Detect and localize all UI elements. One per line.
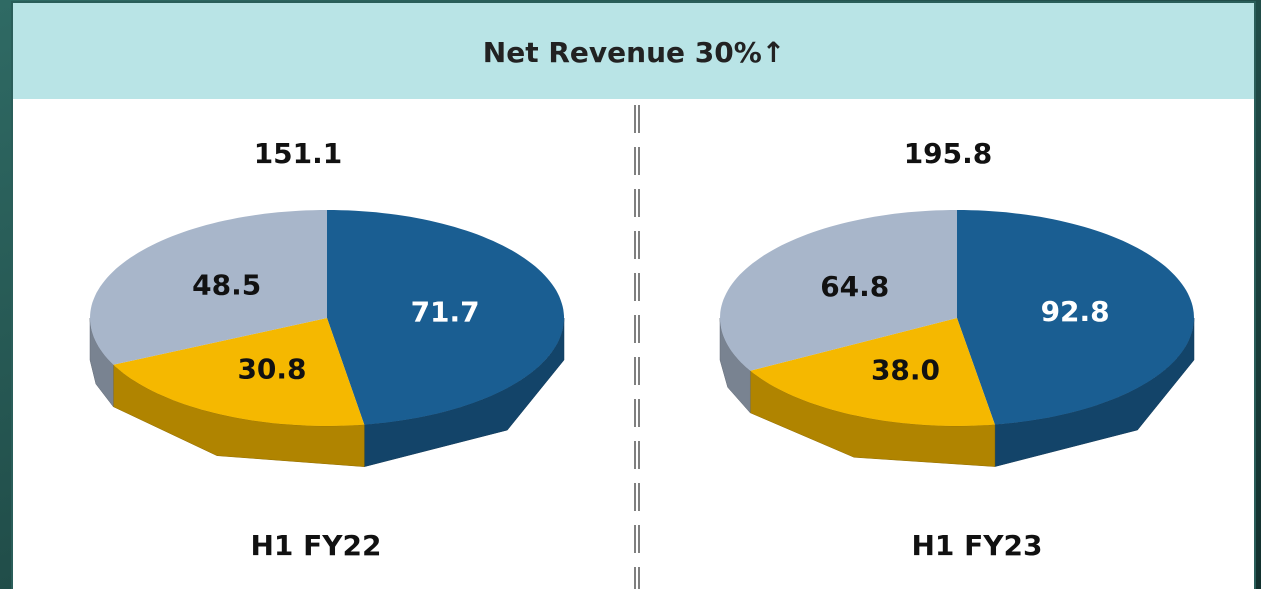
pie-slice bbox=[719, 210, 957, 414]
pie-slice bbox=[113, 318, 365, 467]
value-label: 30.8 bbox=[237, 353, 306, 386]
value-label: 38.0 bbox=[871, 353, 940, 386]
header-band bbox=[13, 3, 1254, 99]
value-label: 48.5 bbox=[192, 268, 261, 301]
value-label: 92.8 bbox=[1041, 295, 1110, 328]
pie-label: H1 FY22 bbox=[250, 529, 381, 562]
pie-total: 151.1 bbox=[254, 137, 343, 170]
pie-slice bbox=[749, 318, 996, 467]
slice-top bbox=[90, 210, 327, 365]
pie-slice bbox=[89, 210, 327, 408]
slice-top bbox=[327, 210, 564, 425]
slice-top bbox=[957, 210, 1194, 425]
pie-slice bbox=[327, 210, 565, 468]
slice-top bbox=[113, 318, 365, 426]
pie-total: 195.8 bbox=[904, 137, 993, 170]
pie-slice bbox=[957, 210, 1195, 467]
pie-label: H1 FY23 bbox=[911, 529, 1042, 562]
header-title: Net Revenue 30%↑ bbox=[483, 36, 785, 69]
charts: 151.1 H1 FY22 71.7 30.8 48.5 195.8 H1 FY23 92.8… bbox=[89, 137, 1195, 562]
value-label: 71.7 bbox=[411, 295, 480, 328]
value-label: 64.8 bbox=[820, 270, 889, 303]
slice-top bbox=[750, 318, 995, 426]
slice-top bbox=[720, 210, 957, 371]
